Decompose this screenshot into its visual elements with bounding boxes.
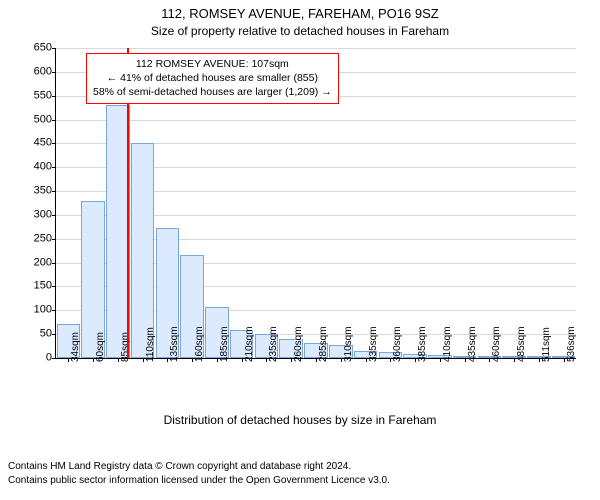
y-tick-label: 250: [34, 233, 52, 244]
x-tick-label: 435sqm: [468, 326, 478, 362]
page-subtitle: Size of property relative to detached ho…: [0, 24, 600, 38]
grid-line: [56, 48, 576, 49]
y-tick-label: 600: [34, 66, 52, 77]
footnote-line-1: Contains HM Land Registry data © Crown c…: [8, 460, 592, 473]
x-tick-label: 210sqm: [245, 326, 255, 362]
x-tick-mark: [217, 358, 218, 362]
x-tick-mark: [514, 358, 515, 362]
y-tick-label: 450: [34, 138, 52, 149]
x-tick-label: 460sqm: [492, 326, 502, 362]
x-tick-label: 385sqm: [418, 326, 428, 362]
x-tick-label: 185sqm: [220, 326, 230, 362]
callout-line: ← 41% of detached houses are smaller (85…: [93, 71, 332, 85]
x-tick-mark: [93, 358, 94, 362]
x-tick-mark: [366, 358, 367, 362]
x-tick-label: 485sqm: [517, 326, 527, 362]
x-tick-mark: [539, 358, 540, 362]
x-tick-label: 285sqm: [319, 326, 329, 362]
x-tick-label: 34sqm: [71, 332, 81, 362]
x-tick-label: 410sqm: [443, 326, 453, 362]
y-tick-label: 400: [34, 162, 52, 173]
y-tick-mark: [52, 120, 56, 121]
y-tick-label: 500: [34, 114, 52, 125]
x-axis-label: Distribution of detached houses by size …: [0, 413, 600, 427]
x-tick-label: 110sqm: [146, 327, 156, 362]
y-tick-mark: [52, 72, 56, 73]
x-tick-mark: [415, 358, 416, 362]
x-tick-mark: [341, 358, 342, 362]
x-tick-label: 160sqm: [195, 326, 205, 362]
y-tick-mark: [52, 96, 56, 97]
y-tick-mark: [52, 239, 56, 240]
y-tick-mark: [52, 167, 56, 168]
callout-box: 112 ROMSEY AVENUE: 107sqm← 41% of detach…: [86, 53, 339, 104]
y-tick-label: 550: [34, 90, 52, 101]
x-tick-label: 511sqm: [542, 327, 552, 362]
x-tick-label: 536sqm: [567, 326, 577, 362]
callout-line: 112 ROMSEY AVENUE: 107sqm: [93, 57, 332, 71]
x-tick-label: 135sqm: [170, 326, 180, 362]
y-tick-mark: [52, 215, 56, 216]
x-tick-mark: [465, 358, 466, 362]
x-tick-label: 260sqm: [294, 326, 304, 362]
x-tick-label: 85sqm: [121, 332, 131, 362]
x-tick-label: 335sqm: [369, 326, 379, 362]
callout-line: 58% of semi-detached houses are larger (…: [93, 85, 332, 99]
footnote-line-2: Contains public sector information licen…: [8, 474, 592, 487]
y-tick-mark: [52, 48, 56, 49]
y-tick-label: 150: [34, 281, 52, 292]
y-tick-label: 200: [34, 257, 52, 268]
x-tick-label: 360sqm: [393, 326, 403, 362]
y-tick-label: 0: [46, 353, 52, 364]
x-tick-mark: [316, 358, 317, 362]
y-tick-label: 650: [34, 43, 52, 54]
histogram-bar: [106, 105, 130, 358]
y-tick-mark: [52, 263, 56, 264]
x-tick-mark: [440, 358, 441, 362]
x-tick-label: 310sqm: [344, 326, 354, 362]
grid-line: [56, 120, 576, 121]
y-tick-mark: [52, 143, 56, 144]
y-tick-label: 300: [34, 209, 52, 220]
histogram-bar: [131, 143, 155, 358]
y-tick-label: 50: [40, 329, 52, 340]
y-tick-mark: [52, 286, 56, 287]
chart-plot-area: 0501001502002503003504004505005506006503…: [55, 48, 576, 359]
x-tick-label: 235sqm: [269, 326, 279, 362]
y-tick-label: 350: [34, 186, 52, 197]
y-tick-mark: [52, 334, 56, 335]
x-tick-mark: [143, 358, 144, 362]
x-tick-mark: [242, 358, 243, 362]
y-tick-mark: [52, 358, 56, 359]
x-tick-mark: [564, 358, 565, 362]
y-tick-mark: [52, 310, 56, 311]
y-tick-mark: [52, 191, 56, 192]
x-tick-mark: [118, 358, 119, 362]
x-tick-label: 60sqm: [96, 332, 106, 362]
page-title: 112, ROMSEY AVENUE, FAREHAM, PO16 9SZ: [0, 6, 600, 21]
y-tick-label: 100: [34, 305, 52, 316]
